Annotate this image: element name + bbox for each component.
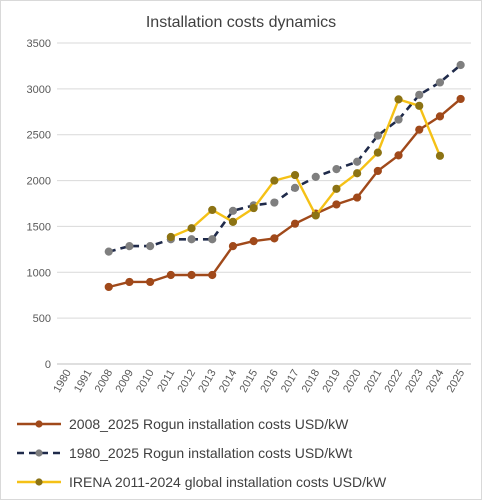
data-point [146,277,155,287]
legend: 2008_2025 Rogun installation costs USD/k… [17,416,387,490]
data-point [208,270,217,280]
x-tick-label: 2024 [424,368,447,395]
series-2 [166,95,445,242]
data-point [125,277,134,287]
data-point [394,151,403,160]
data-point [435,112,445,121]
data-point [332,184,341,193]
legend-item: 1980_2025 Rogun installation costs USD/k… [17,445,352,461]
data-point [228,206,238,215]
x-tick-label: 2009 [113,368,136,395]
x-tick-label: 2016 [258,368,281,395]
axes: 0 500 1000 1500 2000 2500 3000 3500 198019912008… [27,38,471,395]
x-tick-label: 2020 [341,368,364,395]
series-lines [104,60,465,292]
y-tick-label: 0 [45,359,51,371]
data-point [270,176,279,185]
data-point [228,242,238,251]
series-line [108,97,462,289]
data-point [373,131,382,140]
series-0 [104,94,465,292]
legend-item: IRENA 2011-2024 global installation cost… [17,474,387,490]
data-point [270,234,279,243]
x-tick-label: 2022 [383,368,406,395]
data-point [415,125,424,134]
data-point [311,211,320,220]
legend-marker [35,478,43,486]
data-point [456,94,465,104]
data-point [270,198,279,207]
x-tick-label: 1991 [72,368,95,395]
data-point [166,270,175,280]
x-tick-label: 2025 [445,368,468,395]
legend-item: 2008_2025 Rogun installation costs USD/k… [17,416,349,432]
data-point [208,205,217,215]
data-point [332,165,341,174]
data-point [249,203,258,213]
data-point [104,282,113,292]
series-line [108,64,462,253]
x-tick-label: 2010 [134,368,157,395]
series-1 [104,60,465,256]
data-point [394,95,403,104]
x-tick-label: 1980 [51,368,74,395]
x-tick-label: 2018 [300,368,323,395]
legend-marker [35,420,43,428]
data-point [373,148,382,157]
data-point [353,157,362,166]
data-point [187,235,196,244]
data-point [290,219,300,228]
legend-label: 2008_2025 Rogun installation costs USD/k… [69,416,349,432]
x-tick-label: 2014 [217,368,240,395]
y-tick-label: 500 [33,313,51,325]
data-point [187,270,196,280]
x-tick-label: 2021 [362,368,385,395]
data-point [290,170,300,180]
data-point [415,90,424,99]
data-point [435,78,445,87]
x-tick-label: 2015 [238,368,261,395]
x-tick-label: 2019 [320,368,343,395]
x-tick-label: 2017 [279,368,302,395]
y-tick-label: 2500 [27,130,51,142]
data-point [290,183,300,193]
x-tick-label: 2008 [93,368,116,395]
data-point [456,60,465,70]
data-point [415,101,424,110]
data-point [353,193,362,202]
data-point [332,200,341,209]
y-tick-label: 2000 [27,176,51,188]
y-tick-label: 3000 [27,84,51,96]
legend-label: IRENA 2011-2024 global installation cost… [69,474,387,490]
data-point [435,151,445,160]
data-point [311,172,320,182]
data-point [166,232,175,242]
chart-title: Installation costs dynamics [146,14,336,31]
data-point [228,217,238,226]
y-tick-label: 1500 [27,221,51,233]
data-point [394,115,403,124]
data-point [104,247,113,256]
data-point [208,235,217,244]
data-point [373,166,382,176]
legend-label: 1980_2025 Rogun installation costs USD/k… [69,445,352,461]
data-point [353,169,362,178]
y-tick-label: 3500 [27,38,51,50]
x-tick-label: 2011 [155,368,177,394]
y-tick-label: 1000 [27,267,51,279]
data-point [249,237,258,246]
x-tick-label: 2023 [403,368,426,395]
x-tick-label: 2013 [196,368,219,395]
gridlines [57,42,471,319]
data-point [146,242,155,251]
legend-marker [35,449,43,457]
x-tick-label: 2012 [176,368,199,395]
data-point [125,242,134,251]
data-point [187,224,196,233]
